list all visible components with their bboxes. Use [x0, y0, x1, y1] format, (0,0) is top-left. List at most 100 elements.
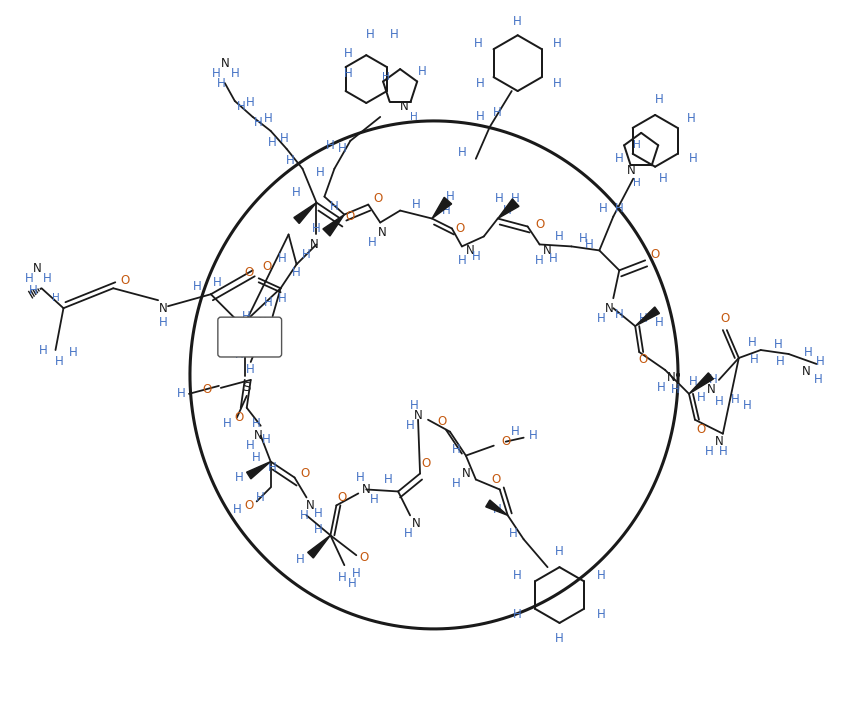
Text: H: H	[356, 471, 365, 484]
Text: O: O	[501, 435, 510, 448]
Text: H: H	[348, 576, 357, 590]
Text: H: H	[671, 383, 680, 396]
Text: N: N	[159, 302, 168, 314]
Text: H: H	[513, 15, 522, 28]
Text: H: H	[473, 37, 483, 50]
Text: H: H	[659, 172, 667, 185]
Text: H: H	[264, 296, 273, 309]
Text: H: H	[585, 238, 594, 251]
Text: N: N	[220, 57, 229, 69]
Text: N: N	[414, 409, 423, 422]
Text: H: H	[404, 527, 412, 539]
Text: H: H	[268, 326, 277, 338]
Text: O: O	[650, 248, 660, 261]
Text: H: H	[634, 139, 641, 150]
Text: H: H	[536, 254, 544, 267]
Text: H: H	[279, 252, 287, 265]
Text: H: H	[293, 266, 301, 279]
Text: H: H	[776, 355, 785, 368]
Text: H: H	[503, 204, 512, 217]
Polygon shape	[307, 535, 331, 558]
Text: H: H	[43, 272, 52, 285]
Text: H: H	[697, 392, 706, 404]
Text: H: H	[254, 116, 263, 130]
Text: H: H	[382, 72, 390, 82]
Text: H: H	[457, 147, 466, 159]
Text: H: H	[39, 343, 48, 357]
Text: H: H	[247, 363, 255, 377]
Text: H: H	[212, 67, 220, 79]
Text: N: N	[543, 244, 552, 257]
Text: N: N	[378, 226, 386, 239]
Text: H: H	[247, 439, 255, 452]
Text: H: H	[471, 250, 480, 263]
Text: N: N	[627, 164, 635, 177]
Text: H: H	[159, 316, 168, 329]
Text: H: H	[384, 473, 392, 486]
Text: H: H	[280, 132, 289, 145]
Text: O: O	[244, 266, 253, 279]
Text: H: H	[705, 445, 713, 458]
Text: H: H	[445, 190, 454, 203]
Text: H: H	[293, 186, 301, 199]
Text: H: H	[553, 76, 562, 90]
Text: H: H	[774, 338, 783, 350]
Text: N: N	[802, 365, 811, 379]
Text: H: H	[193, 280, 201, 293]
Text: H: H	[804, 346, 813, 358]
Text: H: H	[344, 47, 352, 59]
Text: H: H	[708, 373, 717, 387]
Text: H: H	[338, 142, 346, 155]
Text: O: O	[299, 467, 309, 480]
Text: H: H	[236, 101, 245, 113]
Text: H: H	[742, 399, 751, 412]
Text: H: H	[330, 200, 339, 213]
Text: N: N	[306, 499, 315, 512]
Text: O: O	[244, 499, 253, 512]
Text: O: O	[535, 218, 544, 231]
Text: H: H	[248, 319, 257, 333]
Polygon shape	[294, 202, 317, 224]
Text: N: N	[362, 483, 371, 496]
Text: H: H	[599, 202, 608, 215]
Text: N: N	[259, 316, 267, 329]
Text: O: O	[121, 274, 130, 287]
Text: Abs: Abs	[236, 329, 261, 343]
Text: H: H	[457, 254, 466, 267]
Polygon shape	[432, 198, 451, 219]
Text: H: H	[256, 491, 265, 504]
Text: H: H	[233, 503, 241, 516]
Text: H: H	[279, 292, 287, 304]
Text: H: H	[556, 230, 564, 243]
Text: H: H	[213, 276, 221, 289]
Text: H: H	[597, 608, 606, 622]
Text: H: H	[615, 308, 623, 321]
Text: H: H	[176, 387, 186, 400]
Text: H: H	[230, 67, 240, 79]
Text: H: H	[366, 28, 375, 41]
Polygon shape	[247, 462, 271, 479]
Polygon shape	[689, 373, 713, 394]
Text: H: H	[227, 333, 235, 346]
Text: H: H	[302, 248, 311, 261]
Text: O: O	[491, 473, 500, 486]
Text: O: O	[456, 222, 464, 235]
Text: S: S	[242, 382, 251, 394]
Text: H: H	[513, 608, 522, 622]
Text: H: H	[55, 355, 64, 368]
Text: H: H	[748, 336, 757, 348]
Text: H: H	[268, 137, 277, 149]
Text: N: N	[667, 372, 675, 384]
Text: H: H	[222, 417, 231, 430]
Text: H: H	[493, 106, 502, 120]
Text: N: N	[400, 101, 409, 113]
Text: N: N	[310, 238, 319, 251]
Text: H: H	[253, 451, 261, 464]
Text: H: H	[714, 395, 723, 409]
Text: H: H	[529, 429, 538, 442]
Text: H: H	[451, 443, 460, 456]
Text: H: H	[286, 154, 295, 167]
Text: H: H	[634, 178, 641, 188]
Text: H: H	[687, 113, 695, 125]
Text: H: H	[411, 112, 418, 122]
